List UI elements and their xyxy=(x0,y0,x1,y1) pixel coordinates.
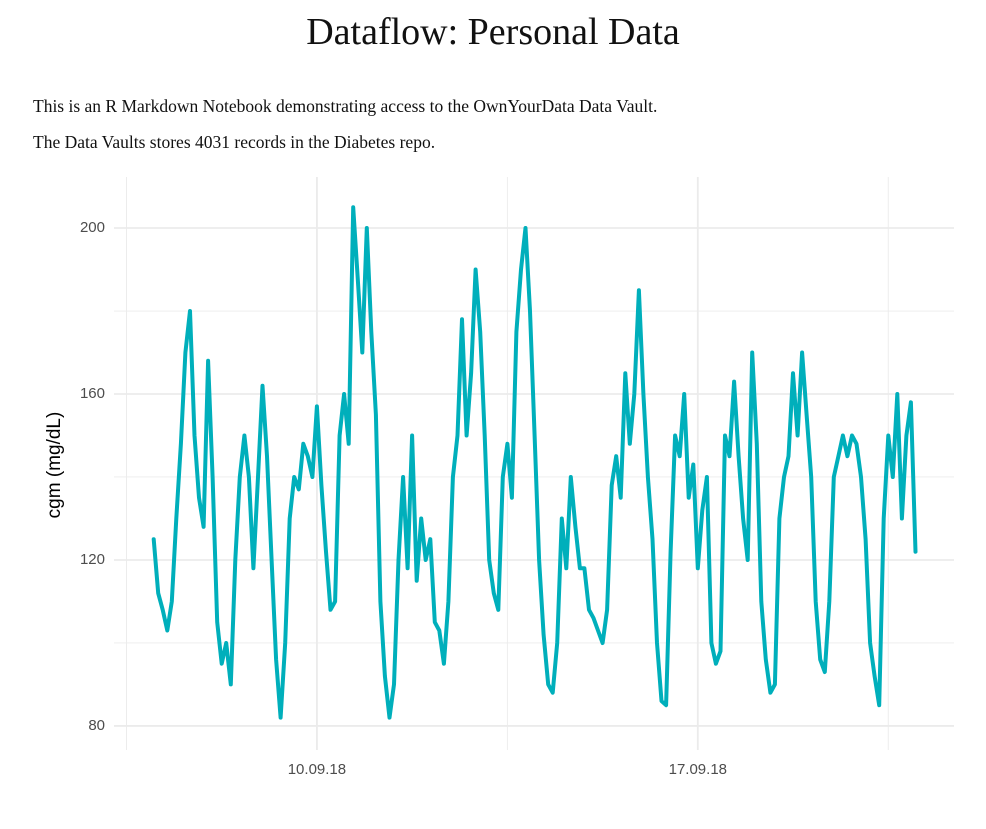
y-tick-label: 120 xyxy=(80,551,105,568)
x-tick-label: 10.09.18 xyxy=(288,761,346,778)
x-tick-label: 17.09.18 xyxy=(669,761,727,778)
y-tick-label: 80 xyxy=(88,717,105,734)
data-line xyxy=(151,205,918,720)
page-title: Dataflow: Personal Data xyxy=(306,11,680,53)
paragraph: This is an R Markdown Notebook demonstra… xyxy=(33,96,658,116)
y-tick-label: 160 xyxy=(80,385,105,402)
y-tick-label: 200 xyxy=(80,219,105,236)
y-axis-label: cgm (mg/dL) xyxy=(44,412,65,519)
paragraph: The Data Vaults stores 4031 records in t… xyxy=(33,132,436,152)
